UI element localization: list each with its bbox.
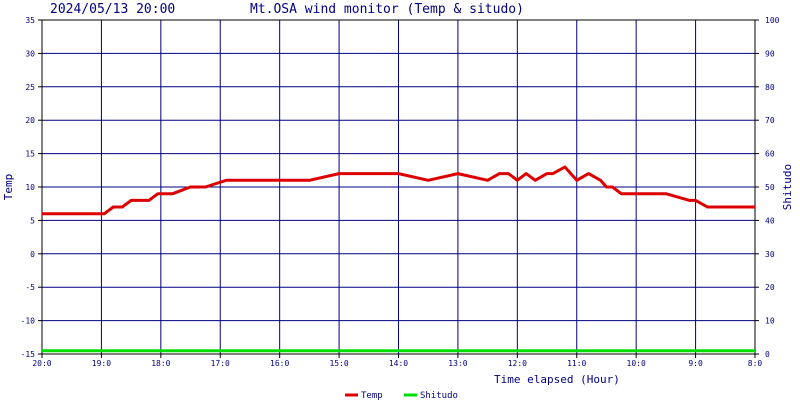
y2-tick-label: 40 [765,216,775,225]
x-tick-label: 18:0 [151,359,170,368]
y-tick-label: -10 [21,317,36,326]
legend: Temp Shitudo [345,391,458,400]
x-tick-label: 20:0 [32,359,51,368]
y-tick-label: -5 [25,283,35,292]
x-tick-label: 16:0 [270,359,289,368]
y-tick-label: 20 [25,116,35,125]
y-tick-label: 10 [25,183,35,192]
y-tick-label: 5 [30,216,35,225]
x-axis: 20:0 19:0 18:0 17:0 16:0 15:0 14:0 13:0 12:0 11:0… [32,354,762,368]
series-layer [42,165,755,353]
y-tick-label: -15 [21,350,36,359]
legend-label-temp: Temp [361,391,383,400]
y2-tick-label: 90 [765,49,775,58]
chart-grid [41,19,756,355]
y2-tick-label: 50 [765,183,775,192]
y2-tick-label: 30 [765,250,775,259]
x-tick-label: 8:0 [748,359,763,368]
x-tick-label: 11:0 [567,359,586,368]
x-tick-label: 17:0 [211,359,230,368]
y-axis-right: 0 10 20 30 40 50 60 70 80 90 100 [755,16,780,359]
x-tick-label: 13:0 [448,359,467,368]
y-tick-label: 25 [25,83,35,92]
chart-title: Mt.OSA wind monitor (Temp & situdo) [250,2,524,17]
y2-tick-label: 100 [765,16,780,25]
y-tick-label: 15 [25,150,35,159]
x-axis-title: Time elapsed (Hour) [494,373,620,386]
x-tick-label: 10:0 [627,359,646,368]
x-tick-label: 15:0 [329,359,348,368]
y2-tick-label: 10 [765,317,775,326]
x-tick-label: 9:0 [688,359,703,368]
y-tick-label: 0 [30,250,35,259]
y-axis-title-right: Shitudo [781,164,794,210]
x-tick-label: 19:0 [92,359,111,368]
y2-tick-label: 60 [765,150,775,159]
y-axis-left: -15 -10 -5 0 5 10 15 20 25 30 35 [21,16,42,359]
y2-tick-label: 20 [765,283,775,292]
legend-label-shitudo: Shitudo [420,391,458,400]
y2-tick-label: 0 [765,350,770,359]
series-line-temp [42,165,755,216]
y2-tick-label: 70 [765,116,775,125]
y-tick-label: 35 [25,16,35,25]
timestamp-text: 2024/05/13 20:00 [50,2,175,17]
y-tick-label: 30 [25,49,35,58]
x-tick-label: 12:0 [508,359,527,368]
y-axis-title-left: Temp [2,174,15,201]
y2-tick-label: 80 [765,83,775,92]
x-tick-label: 14:0 [389,359,408,368]
